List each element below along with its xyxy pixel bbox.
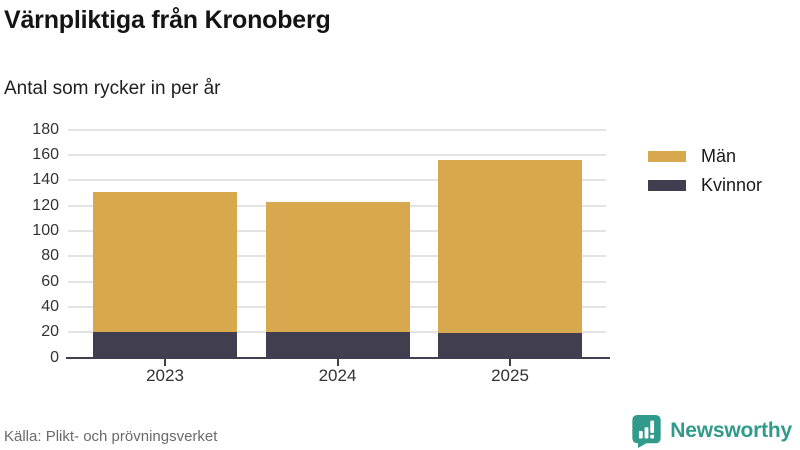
legend-label-kvinnor: Kvinnor	[701, 175, 763, 195]
bar-2023-segment-män	[93, 191, 237, 333]
x-tick-label-2023: 2023	[146, 365, 184, 385]
y-tick-label-160: 160	[32, 145, 59, 163]
y-tick-label-80: 80	[41, 247, 59, 265]
x-axis-line	[66, 356, 610, 359]
y-tick-label-120: 120	[32, 196, 59, 214]
chart-title: Värnpliktiga från Kronoberg	[4, 6, 331, 34]
chart-subtitle: Antal som rycker in per år	[4, 78, 221, 99]
x-tick-label-2025: 2025	[491, 365, 529, 385]
y-tick-label-40: 40	[41, 297, 59, 315]
x-axis-tick-2024	[336, 359, 339, 366]
legend-item-kvinnor: Kvinnor	[648, 175, 762, 196]
gridline-160	[68, 153, 606, 156]
legend-label-män: Män	[701, 146, 737, 166]
bar-2023-segment-kvinnor	[93, 332, 237, 358]
y-tick-label-20: 20	[41, 323, 59, 341]
y-tick-label-180: 180	[32, 120, 59, 138]
bar-2025-segment-kvinnor	[438, 333, 582, 358]
legend-item-män: Män	[648, 146, 762, 167]
y-tick-label-60: 60	[41, 272, 59, 290]
y-tick-label-100: 100	[32, 221, 59, 239]
legend: Män Kvinnor	[648, 146, 762, 196]
y-tick-label-140: 140	[32, 171, 59, 189]
legend-swatch-män	[648, 151, 686, 162]
x-tick-label-2024: 2024	[318, 365, 357, 385]
legend-swatch-kvinnor	[648, 180, 686, 191]
x-axis-tick-2025	[509, 359, 511, 366]
y-tick-label-0: 0	[50, 348, 59, 366]
newsworthy-wordmark: Newsworthy	[670, 419, 792, 442]
gridline-180	[68, 128, 606, 131]
bar-2025-segment-män	[438, 159, 582, 334]
gridline-140	[68, 179, 606, 182]
newsworthy-logo-icon	[632, 414, 661, 448]
newsworthy-logo[interactable]: Newsworthy	[631, 414, 792, 448]
bar-2024-segment-män	[265, 201, 410, 333]
x-axis-tick-2023	[164, 359, 166, 366]
source-note: Källa: Plikt- och prövningsverket	[4, 428, 218, 445]
bar-2024-segment-kvinnor	[265, 332, 410, 358]
